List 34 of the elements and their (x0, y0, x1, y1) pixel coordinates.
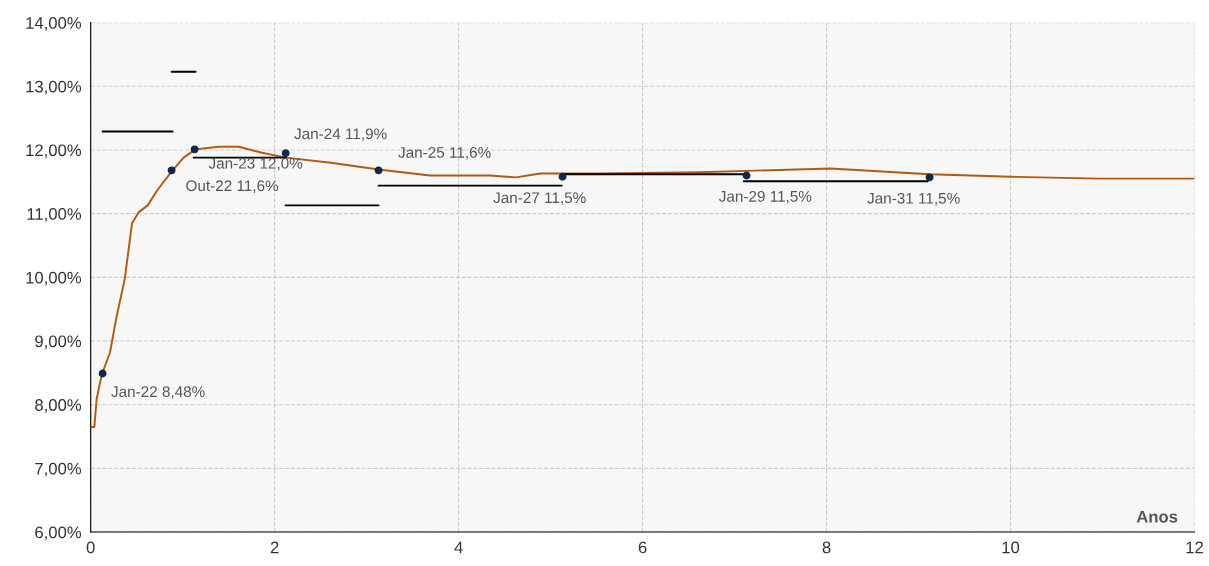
annotation: Jan-24 11,9% (294, 128, 387, 142)
y-tick-label: 7,00% (35, 462, 82, 477)
point (167, 166, 176, 175)
y-tick-label: 8,00% (35, 399, 82, 413)
point (190, 145, 199, 154)
y-tick-label: 12,00% (26, 144, 82, 159)
x-tick-label: 10 (1002, 541, 1020, 554)
x-tick-label: 6 (638, 541, 647, 554)
annotation: Jan-29 11,5% (718, 190, 812, 204)
annotation: Jan-27 11,5% (493, 192, 586, 205)
point (374, 166, 383, 175)
y-tick-label: 6,00% (35, 526, 82, 541)
x-tick-label: 2 (270, 541, 279, 554)
annotation: Jan-31 11,5% (867, 192, 960, 206)
annotation: Jan-23 12,0% (208, 157, 303, 171)
point (558, 172, 567, 181)
annotation: Jan-25 11,6% (398, 146, 491, 160)
y-tick-label: 9,00% (35, 335, 82, 350)
point (281, 149, 290, 158)
annotation: Jan-22 8,48% (111, 386, 205, 399)
x-tick-label: 12 (1186, 541, 1203, 554)
point (742, 171, 751, 180)
y-tick-label: 13,00% (26, 80, 82, 95)
x-tick-label: 0 (86, 541, 95, 554)
y-tick-label: 14,00% (26, 17, 82, 31)
x-tick-label: 8 (822, 541, 831, 554)
annotation: Out-22 11,6% (186, 180, 279, 193)
y-tick-label: 10,00% (26, 271, 82, 286)
point (98, 369, 107, 378)
x-axis-title: Anos (1136, 511, 1178, 523)
point (925, 173, 934, 182)
line-series (90, 145, 1195, 428)
y-tick-label: 11,00% (27, 208, 82, 222)
x-tick-label: 4 (454, 541, 463, 554)
